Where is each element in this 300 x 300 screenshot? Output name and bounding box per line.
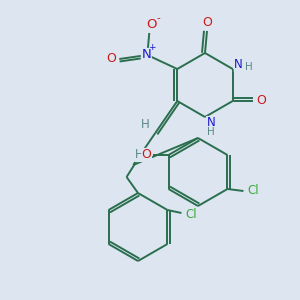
Text: O: O xyxy=(142,148,152,161)
Text: N: N xyxy=(234,58,243,71)
Text: +: + xyxy=(148,44,156,52)
Text: -: - xyxy=(156,13,160,23)
Text: Cl: Cl xyxy=(248,184,259,197)
Text: O: O xyxy=(256,94,266,107)
Text: O: O xyxy=(106,52,116,65)
Text: O: O xyxy=(202,16,212,29)
Text: H: H xyxy=(141,118,150,131)
Text: O: O xyxy=(146,17,157,31)
Text: N: N xyxy=(207,116,215,130)
Text: H: H xyxy=(135,148,144,161)
Text: H: H xyxy=(207,127,215,137)
Text: N: N xyxy=(141,49,151,62)
Text: H: H xyxy=(245,62,253,72)
Text: Cl: Cl xyxy=(186,208,197,221)
